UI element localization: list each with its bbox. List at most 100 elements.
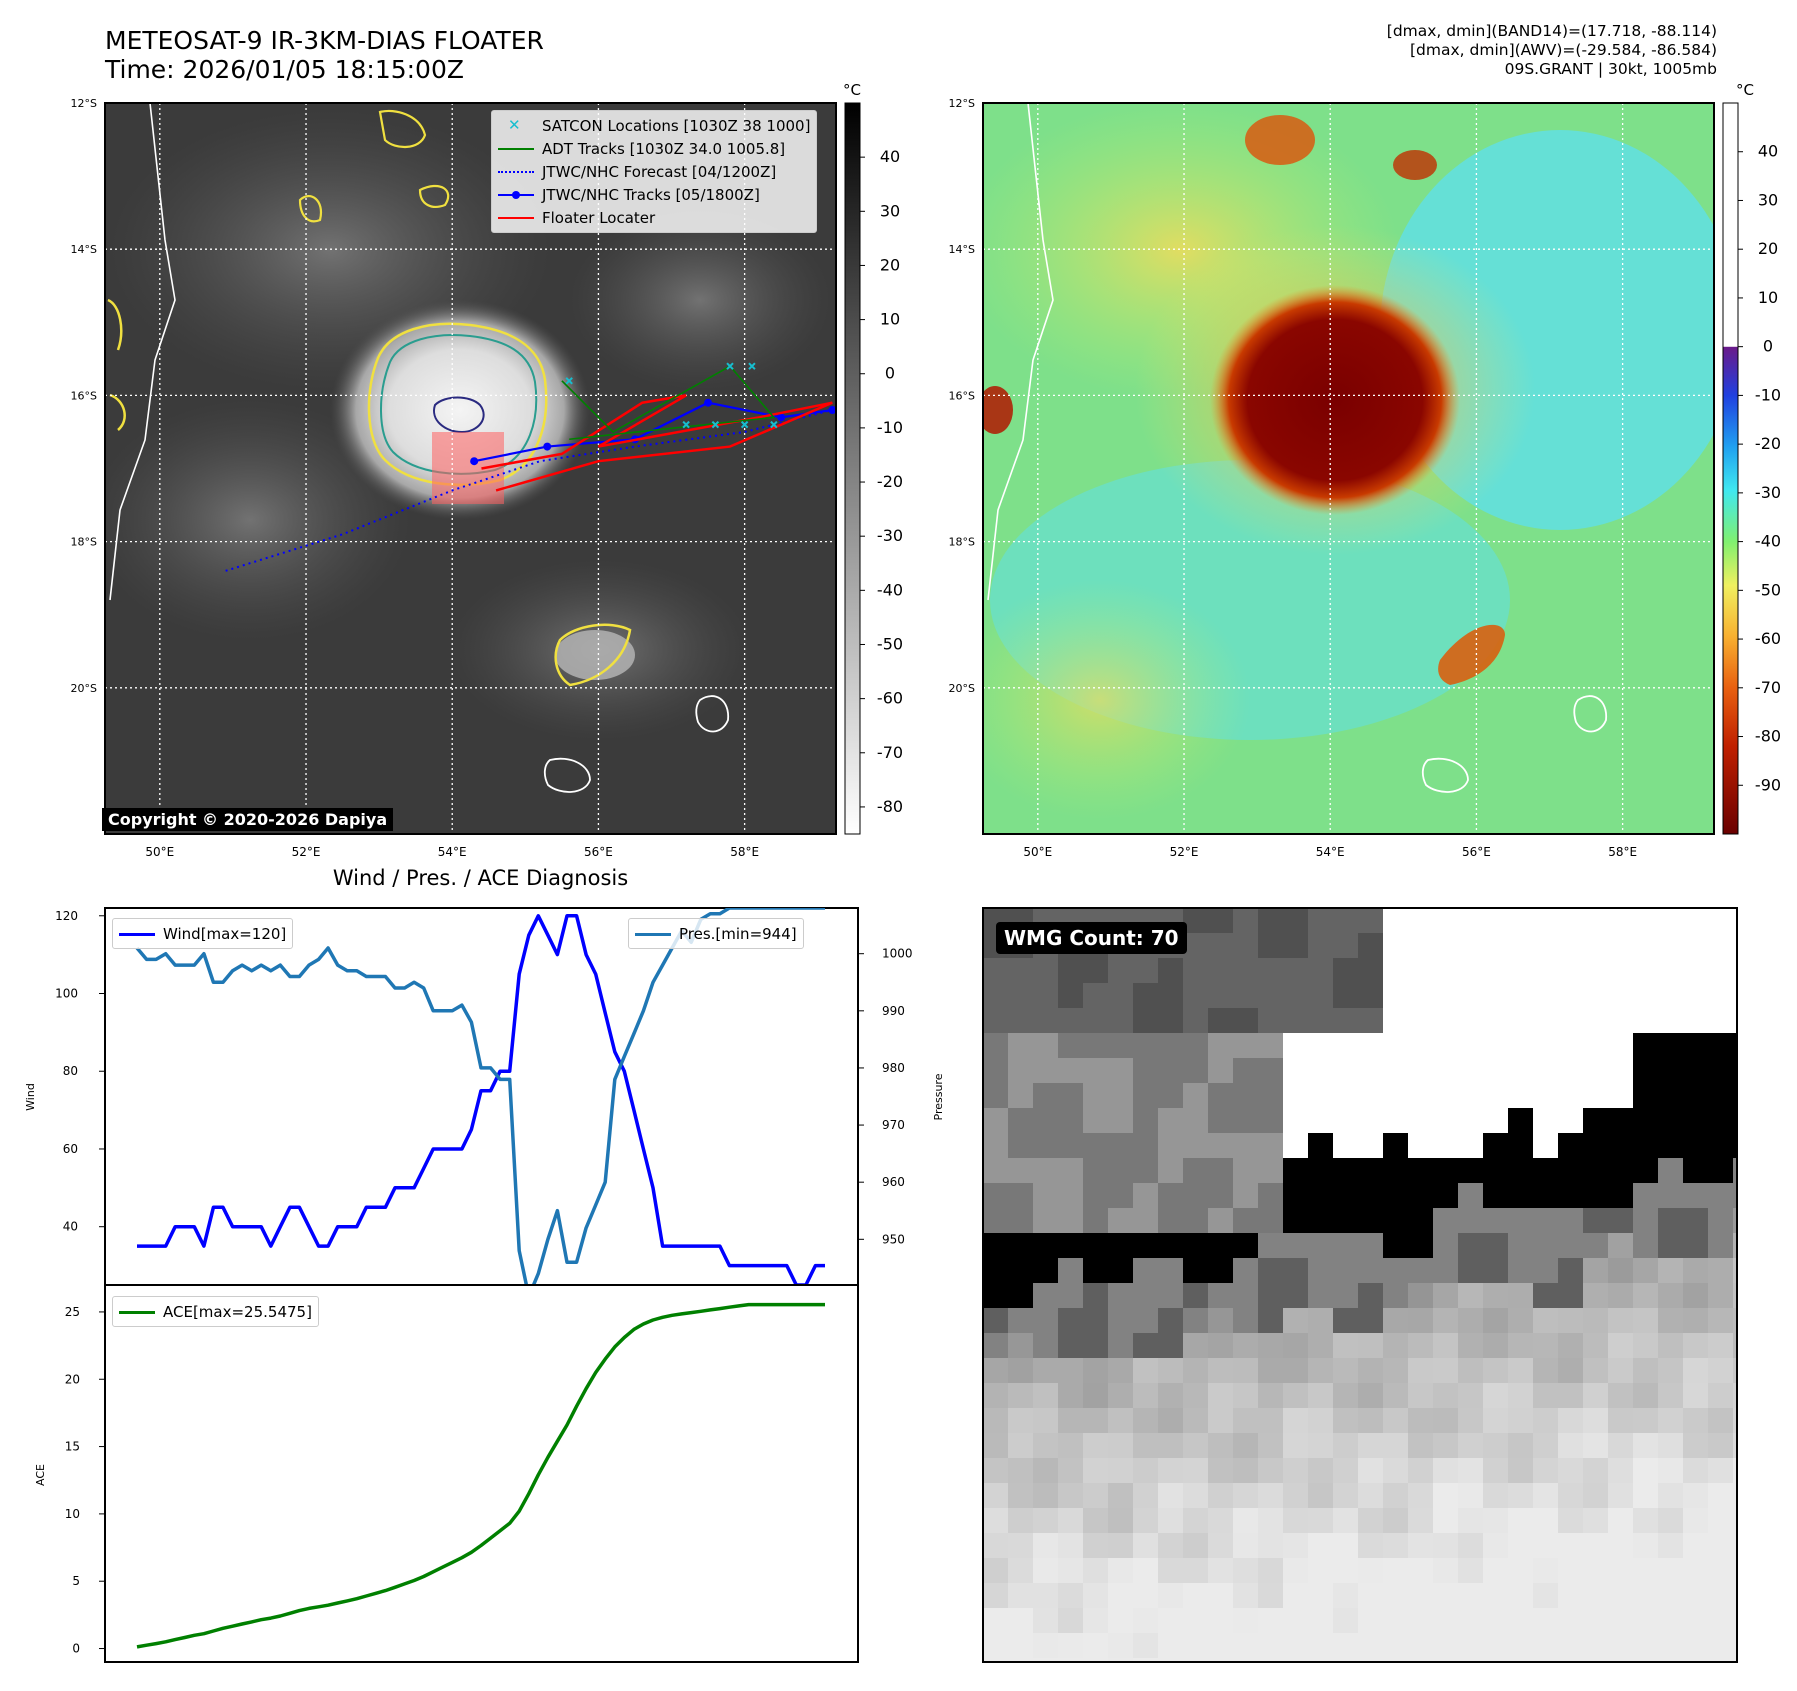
wmg-cell xyxy=(1033,1633,1059,1659)
wmg-cell xyxy=(1033,1558,1059,1584)
wmg-cell xyxy=(1658,1458,1684,1484)
wmg-cell xyxy=(1708,1633,1734,1659)
wmg-cell xyxy=(1233,1133,1259,1159)
wmg-cell xyxy=(1583,1083,1609,1109)
wmg-cell xyxy=(1358,908,1384,934)
wmg-cell xyxy=(1333,1483,1359,1509)
wmg-cell xyxy=(1708,933,1734,959)
wmg-cell xyxy=(1058,1558,1084,1584)
wmg-cell xyxy=(1483,1033,1509,1059)
wmg-cell xyxy=(1158,1208,1184,1234)
wmg-cell xyxy=(1583,958,1609,984)
wmg-cell xyxy=(1183,1483,1209,1509)
wmg-cell xyxy=(1383,958,1409,984)
wmg-cell xyxy=(1608,1108,1634,1134)
wmg-cell xyxy=(1408,1133,1434,1159)
wmg-cell xyxy=(1008,1658,1034,1662)
wmg-cell xyxy=(1183,1408,1209,1434)
wmg-cell xyxy=(1033,1333,1059,1359)
wmg-cell xyxy=(1483,1408,1509,1434)
wmg-cell xyxy=(1383,1358,1409,1384)
wmg-cell xyxy=(1633,1258,1659,1284)
wmg-cell xyxy=(1183,1133,1209,1159)
wmg-cell xyxy=(1483,1308,1509,1334)
wmg-cell xyxy=(1358,1283,1384,1309)
wmg-cell xyxy=(1458,958,1484,984)
wind-tick-label: 80 xyxy=(63,1064,78,1078)
colorbar-tick-label: -10 xyxy=(1755,385,1781,404)
wmg-cell xyxy=(1083,1183,1109,1209)
wmg-cell xyxy=(983,1308,1009,1334)
wmg-cell xyxy=(1383,1133,1409,1159)
wmg-cell xyxy=(1358,983,1384,1009)
pressure-legend-label: Pres.[min=944] xyxy=(679,924,797,943)
wmg-cell xyxy=(1008,1108,1034,1134)
wmg-cell xyxy=(1183,1358,1209,1384)
wmg-cell xyxy=(1308,1558,1334,1584)
wmg-cell xyxy=(1508,1033,1534,1059)
wmg-cell xyxy=(1683,1458,1709,1484)
wmg-cell xyxy=(1008,1458,1034,1484)
wmg-cell xyxy=(1533,958,1559,984)
wmg-cell xyxy=(1733,1658,1737,1662)
wmg-cell xyxy=(1608,1383,1634,1409)
wmg-cell xyxy=(1308,933,1334,959)
wmg-cell xyxy=(1683,908,1709,934)
wmg-cell xyxy=(1458,1308,1484,1334)
wmg-cell xyxy=(1433,1183,1459,1209)
wmg-cell xyxy=(1283,1608,1309,1634)
wmg-cell xyxy=(1033,1233,1059,1259)
wmg-cell xyxy=(1558,1133,1584,1159)
wmg-cell xyxy=(1458,1158,1484,1184)
colorbar-left-ramp xyxy=(844,102,861,835)
wmg-cell xyxy=(1108,1308,1134,1334)
wmg-cell xyxy=(1658,1658,1684,1662)
wmg-cell xyxy=(1283,933,1309,959)
wmg-cell xyxy=(1058,1258,1084,1284)
wmg-cell xyxy=(1008,1133,1034,1159)
wmg-cell xyxy=(1633,1308,1659,1334)
colorbar-tick-label: -50 xyxy=(877,634,903,653)
wmg-cell xyxy=(1208,1583,1234,1609)
wmg-cell xyxy=(1608,908,1634,934)
wmg-cell xyxy=(1733,1183,1737,1209)
wmg-cell xyxy=(1158,1358,1184,1384)
wmg-cell xyxy=(983,1008,1009,1034)
wmg-cell xyxy=(1208,1408,1234,1434)
wmg-cell xyxy=(1083,1258,1109,1284)
wmg-cell xyxy=(1533,1208,1559,1234)
wmg-cell xyxy=(1058,1383,1084,1409)
wmg-cell xyxy=(1483,1433,1509,1459)
wmg-cell xyxy=(1658,1558,1684,1584)
wmg-cell xyxy=(1308,1033,1334,1059)
wmg-cell xyxy=(1433,1283,1459,1309)
wmg-cell xyxy=(1208,1333,1234,1359)
wmg-cell xyxy=(1458,1608,1484,1634)
contour-yellow xyxy=(367,322,548,487)
wmg-cell xyxy=(1558,1358,1584,1384)
wmg-cell xyxy=(1683,1633,1709,1659)
wmg-cell xyxy=(1733,1008,1737,1034)
wmg-cell xyxy=(1358,1608,1384,1634)
wmg-cell xyxy=(1033,1508,1059,1534)
floater-locater-line xyxy=(481,394,833,492)
wmg-cell xyxy=(1483,1633,1509,1659)
wmg-cell xyxy=(1733,1308,1737,1334)
wmg-cell xyxy=(1183,1233,1209,1259)
wmg-cell xyxy=(983,1433,1009,1459)
wmg-cell xyxy=(1683,1133,1709,1159)
wmg-cell xyxy=(1183,933,1209,959)
wmg-cell xyxy=(1608,933,1634,959)
wmg-cell xyxy=(1658,1433,1684,1459)
wmg-cell xyxy=(1108,1158,1134,1184)
wmg-cell xyxy=(1183,1558,1209,1584)
wmg-cell xyxy=(1533,1133,1559,1159)
wmg-cell xyxy=(1658,908,1684,934)
wmg-cell xyxy=(1733,1158,1737,1184)
wmg-cell xyxy=(1683,1058,1709,1084)
wmg-cell xyxy=(1508,1483,1534,1509)
wmg-cell xyxy=(1708,1558,1734,1584)
wmg-cell xyxy=(1283,1408,1309,1434)
wmg-cell xyxy=(1483,1108,1509,1134)
wmg-cell xyxy=(983,1658,1009,1662)
